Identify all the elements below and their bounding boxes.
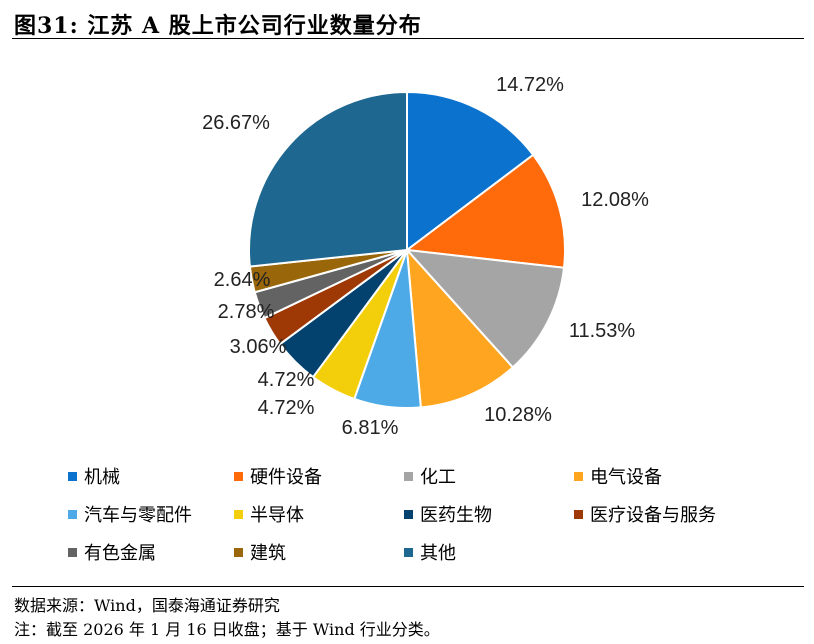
slice-label-1: 14.72% xyxy=(496,74,564,96)
legend-item-10: 建筑 xyxy=(234,539,286,565)
slice-label-7: 4.72% xyxy=(258,369,315,391)
figure-title: 图31: 江苏 A 股上市公司行业数量分布 xyxy=(14,13,422,39)
legend-item-11: 其他 xyxy=(404,539,456,565)
pie-chart: 14.72% 12.08% 11.53% 10.28% 6.81% 4.72% 4.72% 3… xyxy=(202,74,649,439)
legend-swatch xyxy=(68,471,77,481)
legend-swatch xyxy=(574,471,583,481)
legend-item-6: 半导体 xyxy=(234,501,304,527)
slice-label-5: 6.81% xyxy=(342,417,399,439)
slice-label-6: 4.72% xyxy=(258,397,315,419)
legend-item-3: 化工 xyxy=(404,463,456,489)
pie-slice-2 xyxy=(404,153,566,269)
legend-swatch xyxy=(404,471,413,481)
footnote: 注：截至 2026 年 1 月 16 日收盘；基于 Wind 行业分类。 xyxy=(14,620,440,639)
pie-slice-1 xyxy=(406,90,535,253)
legend-swatch xyxy=(68,509,77,519)
legend-swatch xyxy=(234,471,243,481)
legend-item-8: 医疗设备与服务 xyxy=(574,501,716,527)
legend-swatch xyxy=(404,509,413,519)
legend-swatch xyxy=(68,547,77,557)
source-note: 数据来源：Wind，国泰海通证券研究 xyxy=(14,596,280,615)
slice-label-4: 10.28% xyxy=(484,404,552,426)
title-rule xyxy=(12,38,804,39)
legend-label: 电气设备 xyxy=(590,467,662,488)
legend-swatch xyxy=(404,547,413,557)
legend-item-4: 电气设备 xyxy=(574,463,662,489)
slice-label-2: 12.08% xyxy=(581,189,649,211)
legend-item-5: 汽车与零配件 xyxy=(68,501,192,527)
legend-swatch xyxy=(234,509,243,519)
legend-label: 建筑 xyxy=(250,543,286,564)
legend-label: 医药生物 xyxy=(420,505,492,526)
legend-label: 汽车与零配件 xyxy=(84,505,192,526)
legend-label: 机械 xyxy=(84,467,120,488)
slice-label-10: 2.64% xyxy=(214,269,271,291)
legend-label: 有色金属 xyxy=(84,543,156,564)
slice-label-9: 2.78% xyxy=(218,301,275,323)
footer-rule xyxy=(12,586,804,587)
pie-slice-4 xyxy=(405,247,515,409)
legend-swatch xyxy=(234,547,243,557)
pie-slice-11 xyxy=(248,90,408,268)
pie-slice-3 xyxy=(404,248,566,369)
legend-label: 医疗设备与服务 xyxy=(590,505,716,526)
slice-label-11: 26.67% xyxy=(202,112,270,134)
legend-item-1: 机械 xyxy=(68,463,120,489)
slice-label-8: 3.06% xyxy=(230,336,287,358)
legend-item-9: 有色金属 xyxy=(68,539,156,565)
slice-label-3: 11.53% xyxy=(569,320,636,342)
legend-item-7: 医药生物 xyxy=(404,501,492,527)
legend-item-2: 硬件设备 xyxy=(234,463,322,489)
legend-label: 化工 xyxy=(420,467,456,488)
legend-label: 其他 xyxy=(420,543,456,564)
legend-label: 硬件设备 xyxy=(250,467,322,488)
legend-swatch xyxy=(574,509,583,519)
legend-label: 半导体 xyxy=(250,505,304,526)
